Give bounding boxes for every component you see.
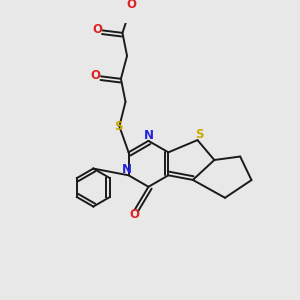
Text: N: N bbox=[122, 163, 132, 176]
Text: O: O bbox=[92, 23, 102, 36]
Text: S: S bbox=[114, 120, 123, 133]
Text: O: O bbox=[91, 69, 100, 82]
Text: N: N bbox=[143, 129, 154, 142]
Text: O: O bbox=[127, 0, 136, 11]
Text: O: O bbox=[130, 208, 140, 221]
Text: S: S bbox=[195, 128, 203, 141]
